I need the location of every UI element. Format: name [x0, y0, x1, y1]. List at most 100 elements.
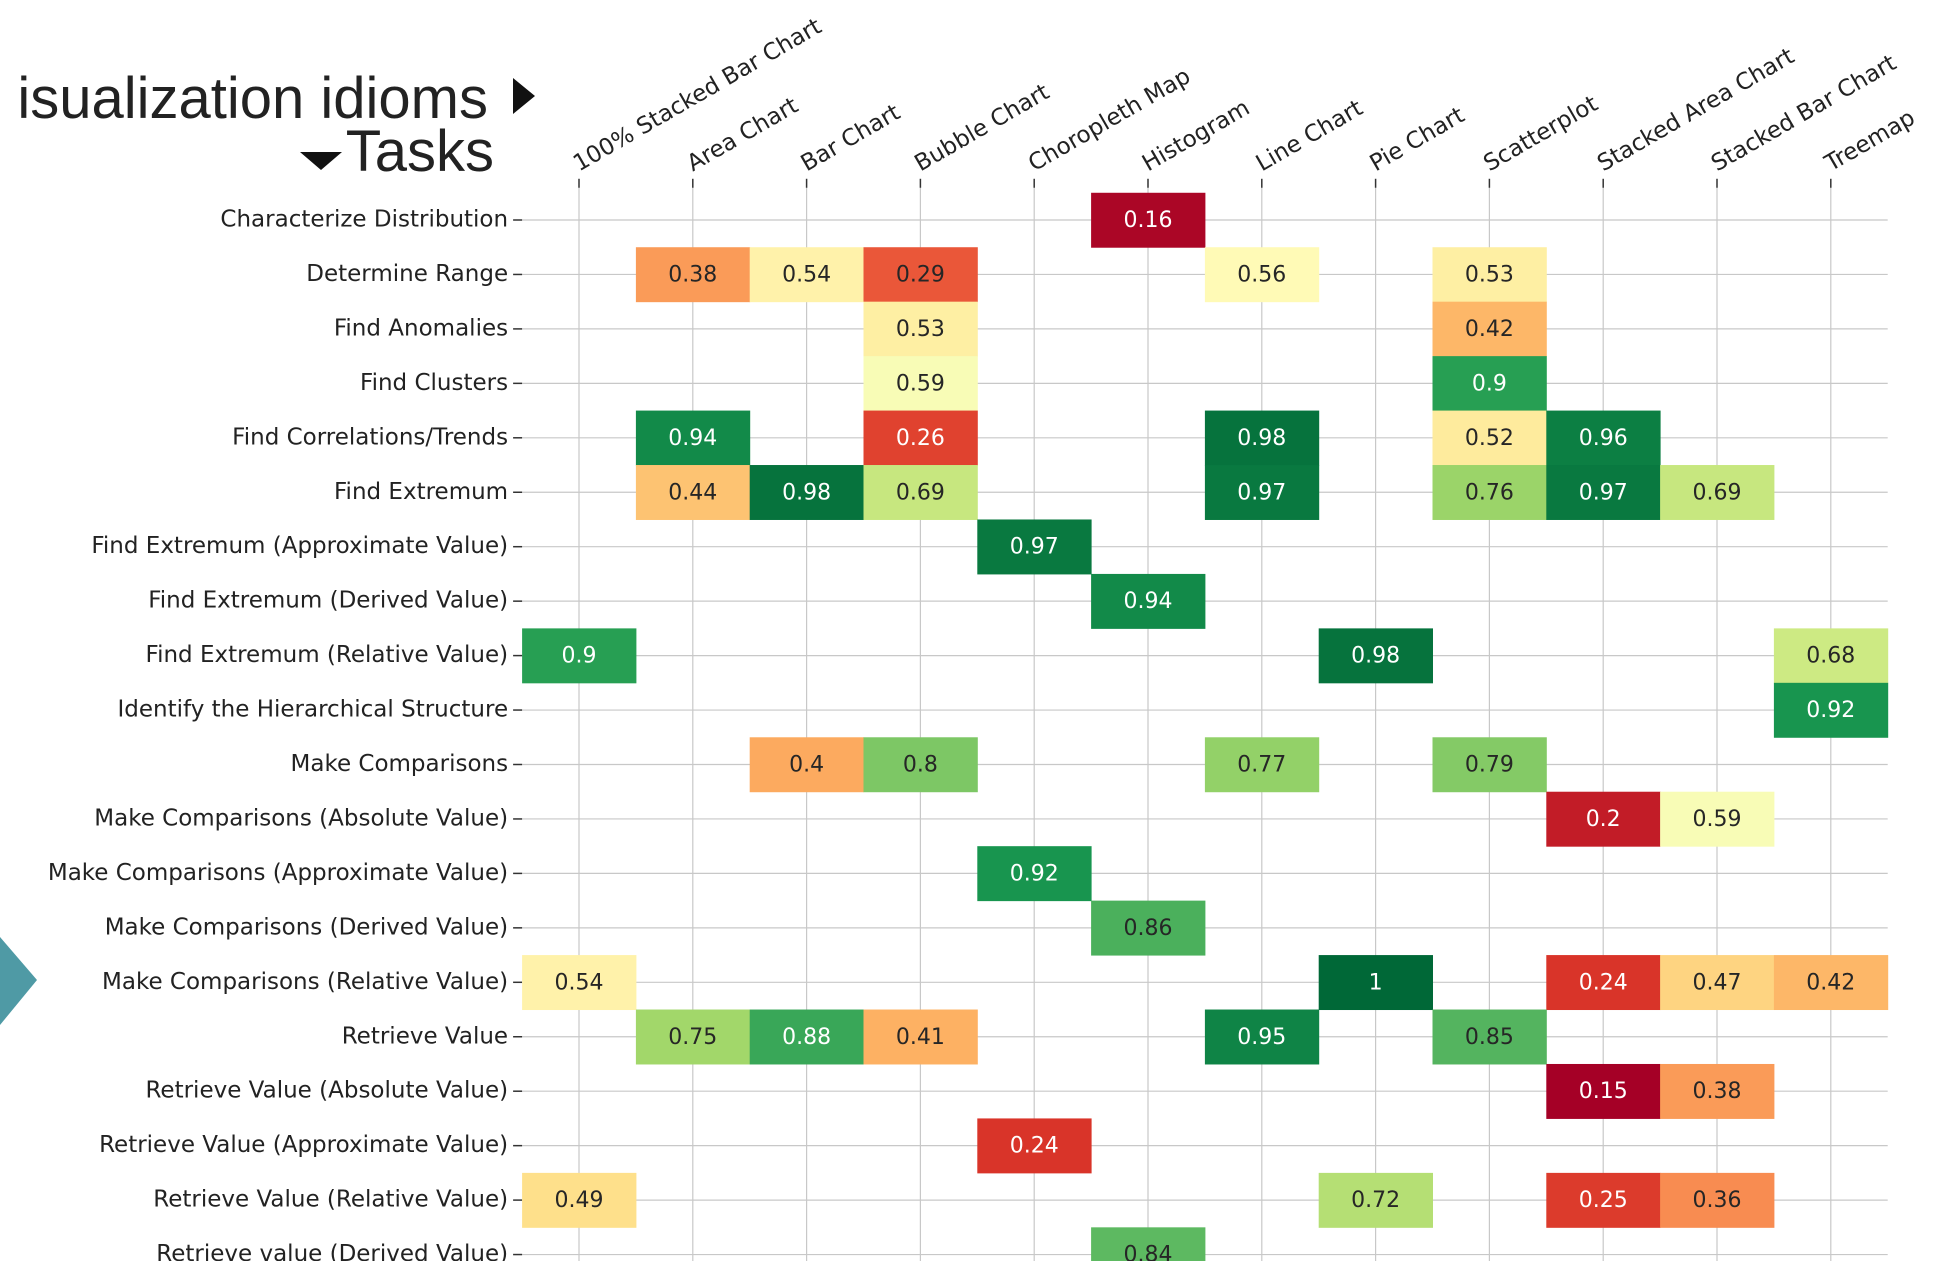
cell-label: 0.92 — [1010, 861, 1059, 886]
cell-label: 0.25 — [1579, 1188, 1628, 1213]
heatmap-cell — [863, 465, 978, 520]
cell-label: 0.8 — [903, 753, 938, 778]
cell-label: 0.68 — [1806, 644, 1855, 669]
heatmap-cell — [1660, 1172, 1775, 1228]
cells: 0.16 0.38 0.54 0.29 0.56 0.53 0.53 0.42 0.59 0.9 0… — [522, 192, 1889, 1261]
heatmap-cell — [1432, 1009, 1547, 1065]
cell-label: 0.53 — [896, 317, 945, 342]
heatmap-cell — [1318, 628, 1433, 684]
heatmap-cell — [1660, 955, 1775, 1011]
heatmap-cell — [1660, 791, 1775, 847]
heatmap-cell — [1546, 791, 1661, 847]
heatmap-cell — [977, 1118, 1092, 1174]
cell-label: 0.49 — [555, 1188, 604, 1213]
cell-label: 0.42 — [1806, 970, 1855, 995]
cell-label: 1 — [1369, 970, 1383, 995]
cell-label: 0.98 — [782, 480, 831, 505]
x-tick-label: Bar Chart — [797, 100, 905, 177]
cell-label: 0.69 — [1693, 480, 1742, 505]
heatmap-cell — [1432, 301, 1547, 357]
chart-subtitle: Tasks — [346, 119, 494, 184]
cell-label: 0.77 — [1237, 753, 1286, 778]
row-pointer — [0, 937, 37, 1025]
cell-label: 0.88 — [782, 1025, 831, 1050]
heatmap-cell — [635, 465, 751, 520]
cell-label: 0.4 — [789, 753, 824, 778]
cell-label: 0.97 — [1237, 480, 1286, 505]
heatmap-cell — [863, 1009, 978, 1065]
cell-label: 0.94 — [668, 426, 717, 451]
y-tick-label: Retrieve Value — [342, 1023, 508, 1049]
cell-label: 0.42 — [1465, 317, 1514, 342]
heatmap-cell — [1432, 356, 1547, 412]
y-tick-label: Make Comparisons — [291, 751, 509, 777]
heatmap-cell — [1660, 1063, 1775, 1119]
cell-label: 0.59 — [896, 371, 945, 396]
y-tick-label: Find Correlations/Trends — [232, 424, 508, 450]
cell-label: 0.76 — [1465, 480, 1514, 505]
cell-label: 0.97 — [1579, 480, 1628, 505]
x-tick-label: Scatterplot — [1479, 91, 1602, 177]
x-tick-label: Stacked Area Chart — [1593, 43, 1799, 177]
cell-label: 0.44 — [668, 480, 717, 505]
cell-label: 0.15 — [1579, 1079, 1628, 1104]
heatmap-cell — [749, 737, 864, 793]
heatmap-cell — [977, 846, 1092, 902]
x-tick-label: Stacked Bar Chart — [1707, 50, 1901, 177]
heatmap-cell — [522, 955, 637, 1011]
cell-label: 0.69 — [896, 480, 945, 505]
cell-label: 0.56 — [1237, 262, 1286, 287]
heatmap-cell — [1204, 247, 1320, 303]
y-tick-label: Find Clusters — [360, 370, 508, 396]
cell-label: 0.9 — [1472, 371, 1507, 396]
heatmap-cell — [1660, 465, 1775, 520]
cell-label: 0.86 — [1124, 916, 1173, 941]
cell-label: 0.54 — [782, 262, 831, 287]
heatmap-cell — [1318, 955, 1433, 1011]
cell-label: 0.94 — [1124, 589, 1173, 614]
cell-label: 0.16 — [1124, 208, 1173, 233]
heatmap-cell — [1546, 410, 1661, 466]
heatmap-cell — [863, 410, 978, 466]
y-tick-label: Characterize Distribution — [220, 207, 508, 233]
x-tick-label: Treemap — [1820, 105, 1920, 178]
heatmap-cell — [635, 247, 751, 303]
chart-title: isualization idioms — [17, 66, 488, 131]
cell-label: 0.97 — [1010, 535, 1059, 560]
x-tick-label: Pie Chart — [1366, 102, 1469, 177]
heatmap-cell — [863, 301, 978, 357]
cell-label: 0.24 — [1010, 1134, 1059, 1159]
y-tick-label: Find Extremum (Relative Value) — [146, 642, 509, 668]
heatmap-cell — [1546, 1172, 1661, 1228]
cell-label: 0.96 — [1579, 426, 1628, 451]
y-tick-label: Retrieve Value (Approximate Value) — [99, 1132, 508, 1158]
heatmap-cell — [1773, 955, 1889, 1011]
heatmap-cell — [749, 465, 864, 520]
heatmap-cell — [1091, 900, 1206, 956]
cell-label: 0.53 — [1465, 262, 1514, 287]
heatmap-cell — [1318, 1172, 1433, 1228]
cell-label: 0.75 — [668, 1025, 717, 1050]
y-tick-label: Retrieve Value (Relative Value) — [153, 1187, 508, 1213]
cell-label: 0.85 — [1465, 1025, 1514, 1050]
cell-label: 0.36 — [1693, 1188, 1742, 1213]
cell-label: 0.54 — [555, 970, 604, 995]
heatmap-cell — [1091, 1227, 1206, 1261]
cell-label: 0.29 — [896, 262, 945, 287]
heatmap-cell — [863, 356, 978, 412]
y-tick-label: Identify the Hierarchical Structure — [118, 697, 509, 723]
y-tick-label: Find Anomalies — [334, 315, 508, 341]
cell-label: 0.98 — [1351, 644, 1400, 669]
y-tick-label: Make Comparisons (Derived Value) — [105, 914, 508, 940]
heatmap-cell — [1204, 410, 1320, 466]
heatmap-cell — [1432, 247, 1547, 303]
cell-label: 0.41 — [896, 1025, 945, 1050]
heatmap-cell — [1204, 1009, 1320, 1065]
heatmap-cell — [977, 519, 1092, 575]
cell-label: 0.84 — [1124, 1243, 1173, 1261]
y-tick-label: Retrieve Value (Absolute Value) — [145, 1078, 508, 1104]
cell-label: 0.38 — [668, 262, 717, 287]
heatmap-cell — [749, 247, 864, 303]
heatmap-cell — [635, 1009, 751, 1065]
heatmap-cell — [1546, 955, 1661, 1011]
